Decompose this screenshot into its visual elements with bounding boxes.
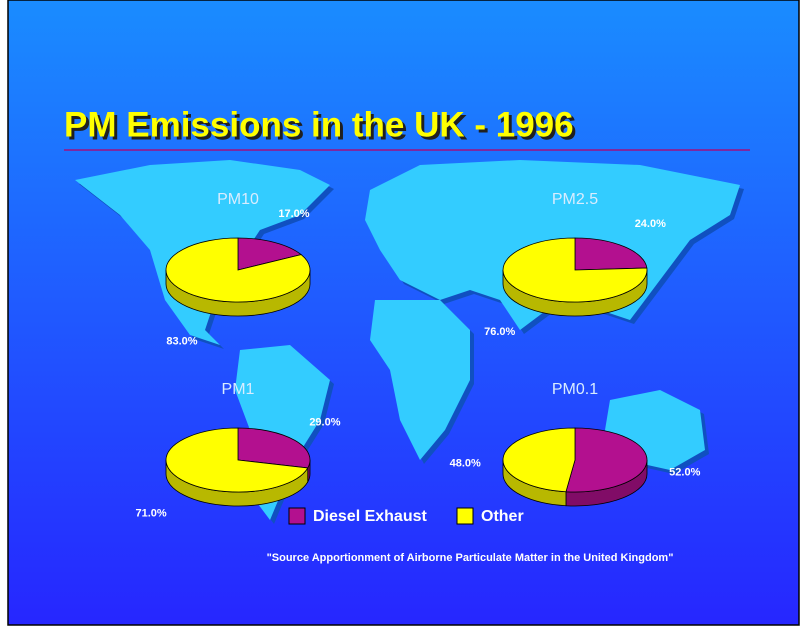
- slide-title: PM Emissions in the UK - 1996: [64, 105, 574, 144]
- legend-swatch: [288, 507, 306, 525]
- value-label: 29.0%: [309, 417, 340, 429]
- pie: [502, 427, 648, 507]
- value-label: 76.0%: [484, 326, 515, 338]
- pie: [502, 237, 648, 317]
- title-shadow: PM Emissions in the UK - 1996: [67, 108, 577, 147]
- pie: [165, 237, 311, 317]
- pie-title: PM10: [217, 191, 259, 208]
- slice: [502, 237, 648, 303]
- pie: [165, 427, 311, 507]
- pie-title: PM0.1: [552, 381, 598, 398]
- value-label: 24.0%: [635, 218, 666, 230]
- pie-title: PM2.5: [552, 191, 598, 208]
- value-label: 71.0%: [135, 507, 166, 519]
- legend-label: Other: [481, 508, 524, 525]
- slice: [565, 427, 648, 493]
- slice: [237, 237, 302, 271]
- source-note: "Source Apportionment of Airborne Partic…: [267, 552, 674, 564]
- slice: [502, 427, 576, 493]
- slice: [574, 237, 648, 271]
- value-label: 48.0%: [450, 457, 481, 469]
- value-label: 83.0%: [166, 336, 197, 348]
- slice: [165, 427, 309, 493]
- pie-title: PM1: [222, 381, 255, 398]
- legend-label: Diesel Exhaust: [313, 508, 428, 525]
- slice: [237, 427, 311, 469]
- slice: [165, 237, 311, 303]
- value-label: 17.0%: [278, 208, 309, 220]
- legend-swatch: [456, 507, 474, 525]
- value-label: 52.0%: [669, 467, 700, 479]
